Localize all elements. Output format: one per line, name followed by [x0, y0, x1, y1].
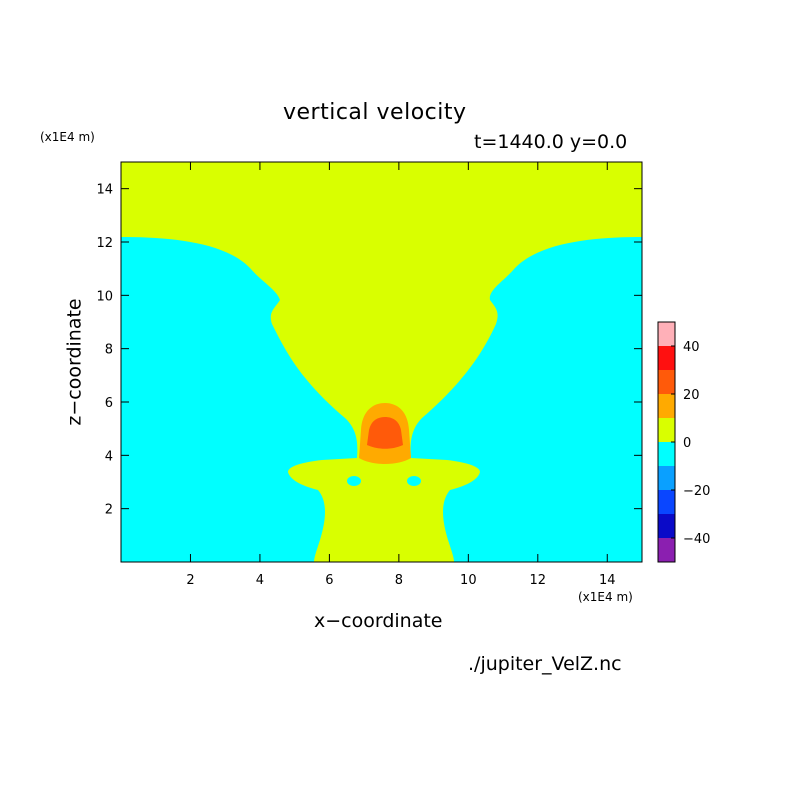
- x-tick-label: 4: [256, 573, 264, 588]
- y-tick-label: 12: [96, 236, 113, 251]
- colorbar-segment: [658, 346, 675, 370]
- x-tick-label: 12: [530, 573, 547, 588]
- y-tick-label: 10: [96, 289, 113, 304]
- region-lower-left-downdraft: [121, 237, 358, 562]
- plot-frame: [120, 161, 643, 563]
- x-tick-label: 14: [599, 573, 616, 588]
- axis-ticks: 2 4 6 8 10 12 14 2 4 6 8 10 12 14: [96, 162, 642, 588]
- colorbar-segment: [658, 418, 675, 442]
- x-tick-label: 2: [186, 573, 194, 588]
- y-tick-label: 14: [96, 183, 113, 198]
- contour-field: [121, 162, 642, 562]
- colorbar-tick-label: 0: [683, 436, 691, 451]
- colorbar-segment: [658, 322, 675, 346]
- region-updraft-core: [367, 417, 403, 449]
- downdraft-blob-right: [407, 476, 421, 486]
- x-tick-label: 8: [395, 573, 403, 588]
- chart-title: vertical velocity: [283, 100, 467, 125]
- x-axis-unit: (x1E4 m): [578, 590, 633, 604]
- colorbar-segment: [658, 490, 675, 514]
- colorbar-tick-label: −40: [683, 532, 710, 547]
- colorbar: 40 20 0 −20 −40: [657, 321, 710, 563]
- y-tick-label: 4: [105, 449, 113, 464]
- chart-subtitle: t=1440.0 y=0.0: [474, 131, 628, 153]
- colorbar-segment: [658, 514, 675, 538]
- x-tick-label: 6: [325, 573, 333, 588]
- y-tick-label: 8: [105, 343, 113, 358]
- colorbar-tick-label: −20: [683, 484, 710, 499]
- colorbar-segment: [658, 538, 675, 562]
- colorbar-segment: [658, 394, 675, 418]
- y-tick-label: 6: [105, 396, 113, 411]
- region-lower-right-downdraft: [410, 237, 642, 562]
- x-tick-label: 10: [460, 573, 477, 588]
- colorbar-tick-label: 40: [683, 340, 700, 355]
- colorbar-segment: [658, 442, 675, 466]
- source-file-label: ./jupiter_VelZ.nc: [468, 653, 622, 675]
- y-axis-unit: (x1E4 m): [40, 130, 95, 144]
- colorbar-segment: [658, 370, 675, 394]
- colorbar-segment: [658, 466, 675, 490]
- y-tick-label: 2: [105, 503, 113, 518]
- downdraft-blob-left: [347, 476, 361, 486]
- x-axis-label: x−coordinate: [314, 610, 443, 632]
- colorbar-tick-label: 20: [683, 388, 700, 403]
